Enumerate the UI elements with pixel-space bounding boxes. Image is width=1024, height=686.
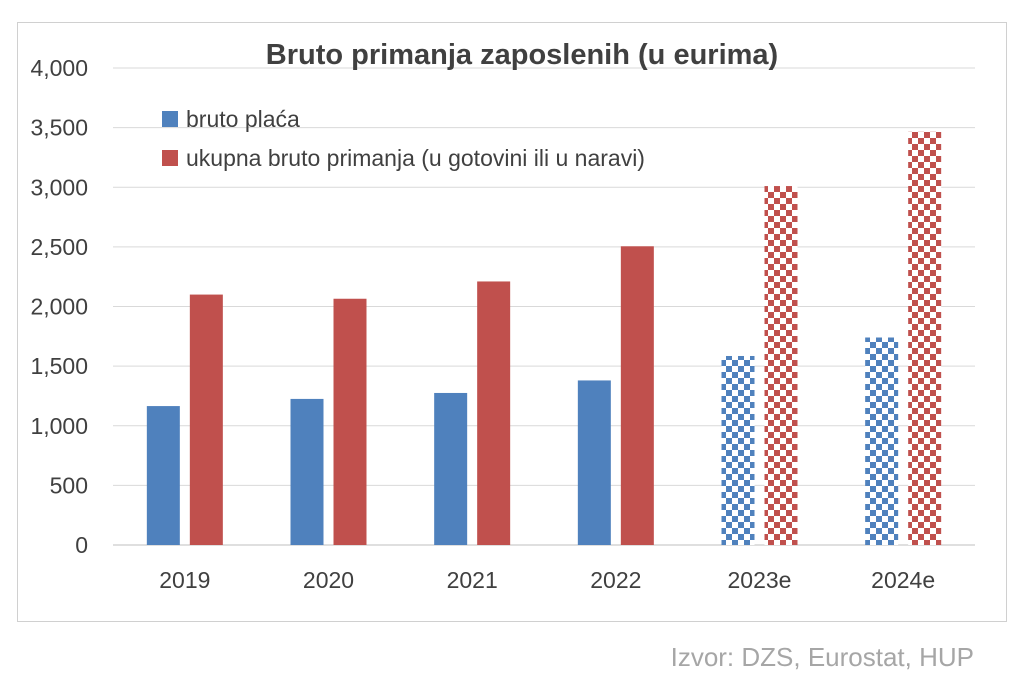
legend-swatch-bruto-placa <box>162 111 178 127</box>
legend-swatch-ukupna-bruto-primanja <box>162 150 178 166</box>
y-axis-ticks: 0 500 1,000 1,500 2,000 2,500 3,000 3,500 4,000 <box>30 55 88 558</box>
bar-ukupna-bruto-primanja-2019 <box>189 294 223 545</box>
legend-label-ukupna-bruto-primanja: ukupna bruto primanja (u gotovini ili u … <box>186 145 645 171</box>
bar-bruto-placa-2019 <box>146 406 180 545</box>
bar-bruto-placa-2021 <box>434 392 468 545</box>
gridlines <box>113 67 975 546</box>
y-tick-label: 1,000 <box>30 413 88 439</box>
bar-ukupna-bruto-primanja-2023e <box>764 186 798 545</box>
y-tick-label: 0 <box>75 532 88 558</box>
chart-frame <box>17 22 1007 622</box>
x-tick-label: 2023e <box>728 567 792 593</box>
bar-ukupna-bruto-primanja-2020 <box>333 298 367 545</box>
y-tick-label: 3,500 <box>30 115 88 141</box>
y-tick-label: 4,000 <box>30 55 88 81</box>
source-note: Izvor: DZS, Eurostat, HUP <box>670 642 974 672</box>
chart-title: Bruto primanja zaposlenih (u eurima) <box>266 39 778 71</box>
bar-bruto-placa-2020 <box>290 398 324 545</box>
legend-label-bruto-placa: bruto plaća <box>186 106 300 132</box>
bar-ukupna-bruto-primanja-2022 <box>620 246 654 545</box>
bars <box>146 131 942 545</box>
x-tick-label: 2024e <box>871 567 935 593</box>
y-tick-label: 1,500 <box>30 353 88 379</box>
x-tick-label: 2019 <box>159 567 210 593</box>
bar-ukupna-bruto-primanja-2021 <box>477 281 511 545</box>
y-tick-label: 2,000 <box>30 294 88 320</box>
x-tick-label: 2022 <box>590 567 641 593</box>
bar-bruto-placa-2023e <box>721 355 755 545</box>
bar-ukupna-bruto-primanja-2024e <box>908 131 942 545</box>
y-tick-label: 3,000 <box>30 174 88 200</box>
x-tick-label: 2020 <box>303 567 354 593</box>
bar-bruto-placa-2022 <box>577 380 611 545</box>
x-tick-label: 2021 <box>447 567 498 593</box>
y-tick-label: 500 <box>50 472 88 498</box>
x-axis-ticks: 2019 2020 2021 2022 2023e 2024e <box>159 567 935 593</box>
bar-bruto-placa-2024e <box>865 337 899 545</box>
legend: bruto plaća ukupna bruto primanja (u got… <box>162 106 645 171</box>
y-tick-label: 2,500 <box>30 234 88 260</box>
